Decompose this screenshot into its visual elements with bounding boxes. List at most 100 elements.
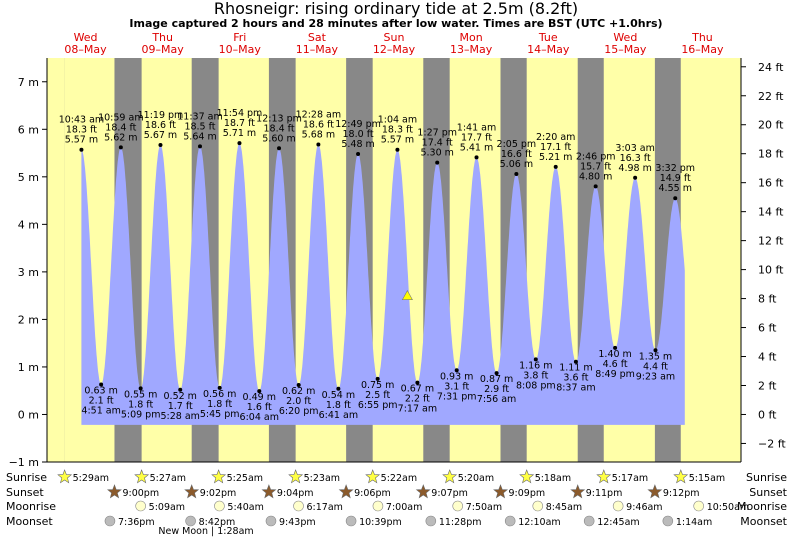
tide-label-line: 8:08 pm	[516, 380, 556, 391]
tide-label-line: 18.7 ft	[224, 118, 255, 129]
tide-label-line: 12:13 pm	[256, 113, 302, 124]
tide-label-line: 11:37 am	[177, 111, 222, 122]
tide-label-line: 2.1 ft	[89, 396, 114, 407]
moonrise-icon	[372, 500, 384, 512]
tide-label-line: 18.3 ft	[382, 125, 413, 136]
moonset-icon	[504, 515, 516, 527]
sunset-icon	[106, 484, 122, 499]
moonset-time: 12:10am	[518, 517, 560, 528]
low-tide-point	[533, 357, 538, 362]
low-tide-point	[375, 376, 380, 381]
sunset-time: 9:06pm	[354, 488, 391, 499]
tide-label-line: 5:45 pm	[200, 409, 240, 420]
sunset-time: 9:02pm	[200, 488, 237, 499]
tide-label-line: 18.4 ft	[105, 122, 136, 133]
moonrise-time: 5:40am	[227, 502, 263, 513]
sunrise-icon	[519, 469, 535, 484]
day-name: Mon	[460, 31, 483, 44]
sunrise-time: 5:22am	[381, 473, 417, 484]
tide-label-line: 2:05 pm	[497, 139, 537, 150]
tide-label-line: 5.41 m	[460, 142, 493, 153]
right-tick-label: 12 ft	[758, 235, 784, 248]
day-name: Thu	[151, 31, 173, 44]
tide-label-line: 18.5 ft	[184, 121, 215, 132]
high-tide-point	[118, 145, 123, 150]
tide-label-line: 5.57 m	[381, 135, 414, 146]
sunset-time: 9:09pm	[509, 488, 546, 499]
right-tick-label: 2 ft	[758, 379, 777, 392]
low-tide-label: 0.55 m1.8 ft5:09 pm	[121, 389, 161, 420]
high-tide-point	[553, 164, 558, 169]
sunrise-time: 5:25am	[227, 473, 263, 484]
tide-label-line: 2.2 ft	[405, 394, 430, 405]
low-tide-label: 0.62 m2.0 ft6:20 pm	[279, 386, 319, 417]
moonset-icon	[265, 515, 277, 527]
right-tick-label: 16 ft	[758, 177, 784, 190]
day-date: 08–May	[64, 43, 107, 56]
chart-title: Rhosneigr: rising ordinary tide at 2.5m …	[214, 0, 578, 18]
left-tick-label: −1 m	[9, 456, 39, 469]
tide-label-line: 17.4 ft	[422, 138, 453, 149]
tide-label-line: 18.3 ft	[66, 125, 97, 136]
high-tide-point	[237, 141, 242, 146]
tide-label-line: 18.0 ft	[343, 129, 374, 140]
tide-label-line: 4.4 ft	[643, 361, 668, 372]
moonrise-icon	[693, 500, 704, 512]
moonset-time: 7:36pm	[118, 517, 155, 528]
sunrise-icon	[211, 469, 227, 484]
tide-label-line: 5.57 m	[65, 135, 98, 146]
sunset-time: 9:11pm	[586, 488, 623, 499]
tide-label-line: 7:56 am	[477, 394, 516, 405]
sunrise-time: 5:15am	[689, 473, 725, 484]
sunset-icon	[415, 484, 431, 499]
tide-label-line: 0.52 m	[164, 391, 197, 402]
low-tide-label: 0.93 m3.1 ft7:31 pm	[437, 371, 477, 402]
low-tide-point	[454, 368, 459, 373]
new-moon-label: New Moon | 1:28am	[158, 526, 253, 537]
moonset-label-left: Moonset	[6, 515, 53, 528]
day-name: Wed	[613, 31, 637, 44]
moonset-icon	[425, 515, 437, 527]
moonrise-icon	[612, 500, 624, 512]
moonrise-icon	[293, 500, 304, 512]
right-tick-label: 24 ft	[758, 61, 784, 74]
tide-label-line: 5.67 m	[144, 130, 177, 141]
sunset-time: 9:04pm	[277, 488, 314, 499]
sunrise-time: 5:17am	[612, 473, 648, 484]
tide-label-line: 6:41 am	[319, 410, 358, 421]
tide-label-line: 1:27 pm	[417, 128, 457, 139]
high-tide-point	[277, 146, 282, 151]
right-tick-label: 18 ft	[758, 148, 784, 161]
low-tide-label: 1.11 m3.6 ft8:37 am	[556, 363, 595, 394]
sunrise-icon	[442, 469, 458, 484]
tide-label-line: 16.6 ft	[501, 149, 532, 160]
tide-label-line: 18.6 ft	[303, 120, 334, 131]
tide-label-line: 12:28 am	[296, 110, 341, 121]
day-date: 13–May	[450, 43, 493, 56]
low-tide-label: 0.49 m1.6 ft6:04 am	[240, 392, 279, 423]
sunrise-icon	[365, 469, 381, 484]
tide-label-line: 3:32 pm	[655, 163, 695, 174]
tide-label-line: 6:20 pm	[279, 406, 319, 417]
tide-label-line: 5:09 pm	[121, 409, 161, 420]
tide-label-line: 5.68 m	[302, 130, 335, 141]
tide-label-line: 1.40 m	[598, 349, 631, 360]
moonrise-time: 9:46am	[626, 502, 662, 513]
sunrise-label-right: Sunrise	[746, 471, 787, 484]
day-name: Sun	[384, 31, 405, 44]
tide-label-line: 1:41 am	[457, 122, 496, 133]
sunset-icon	[261, 484, 277, 499]
tide-label-line: 7:31 pm	[437, 391, 477, 402]
tide-label-line: 5:28 am	[161, 411, 200, 422]
low-tide-point	[138, 386, 143, 391]
tide-label-line: 0.56 m	[203, 389, 236, 400]
tide-label-line: 2.9 ft	[484, 384, 509, 395]
